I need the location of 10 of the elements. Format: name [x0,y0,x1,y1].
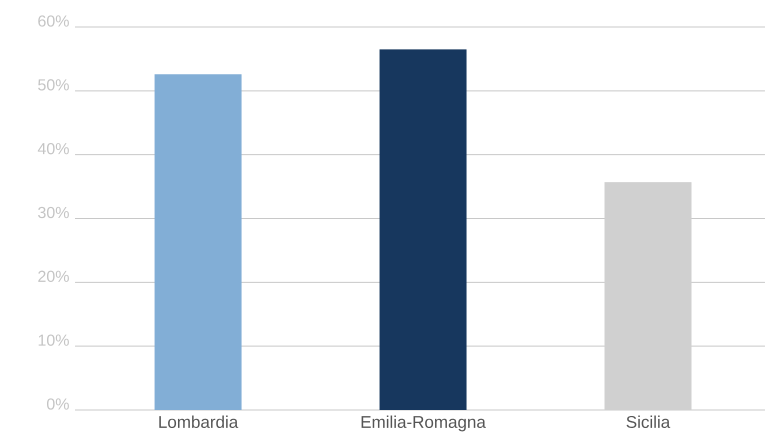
y-tick-label: 50% [38,79,69,90]
y-tick-label: 60% [38,15,69,27]
y-tick-label: 40% [38,143,69,154]
y-tick-label: 10% [38,334,69,346]
x-tick-label: Lombardia [159,416,238,428]
y-tick-label: 0% [46,398,69,410]
x-tick-label: Emilia-Romagna [362,416,486,432]
y-tick-label: 20% [38,270,69,282]
x-tick-label: Sicilia [626,416,670,428]
y-tick-label: 30% [38,206,69,218]
